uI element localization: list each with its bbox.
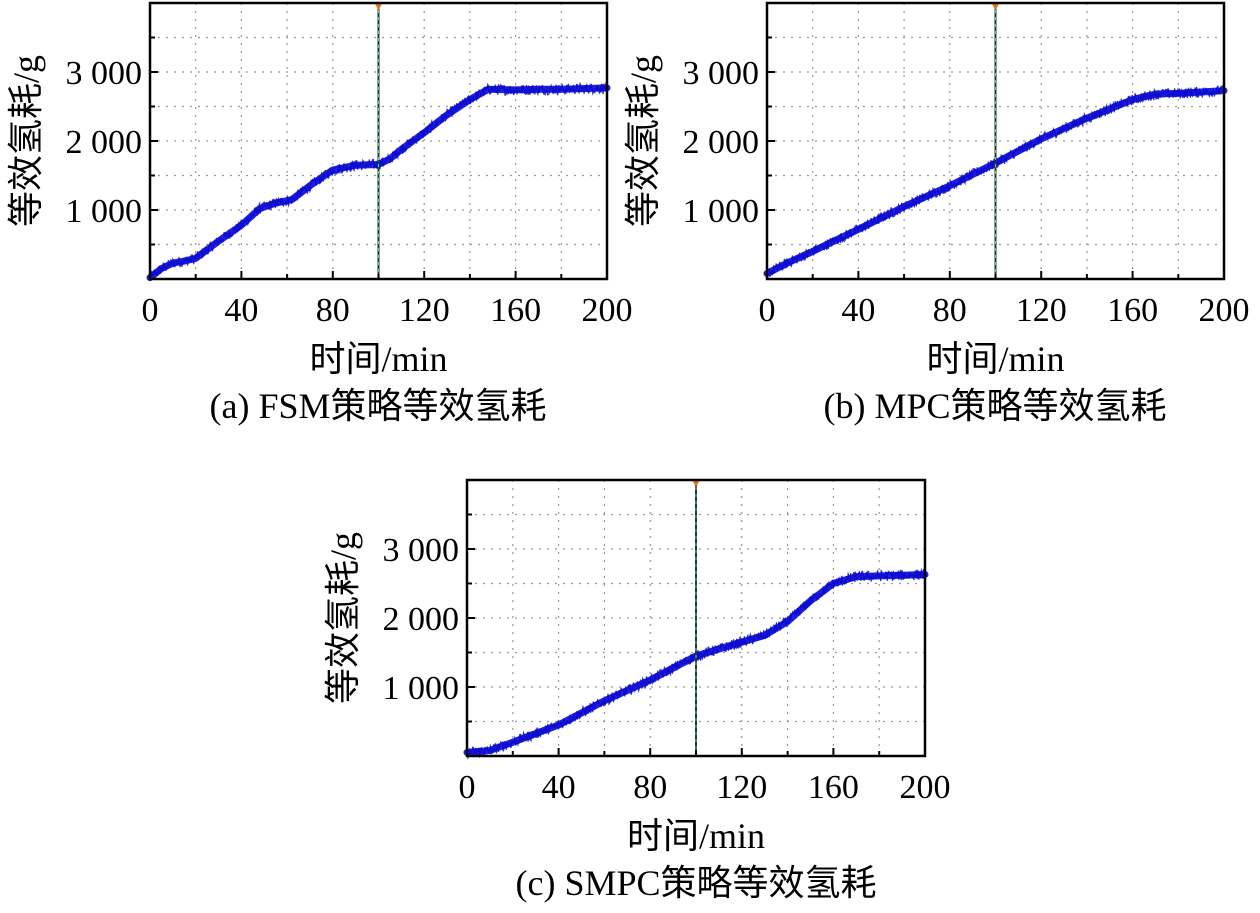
x-tick-label: 200 (1199, 292, 1250, 329)
x-tick-label: 200 (900, 769, 951, 806)
y-tick-label: 1 000 (383, 670, 460, 707)
y-tick-label: 1 000 (683, 193, 760, 230)
y-axis-label: 等效氢耗/g (623, 55, 663, 227)
y-axis-label: 等效氢耗/g (323, 532, 363, 704)
x-tick-label: 40 (224, 292, 258, 329)
chart-panel-2: 0 40 80 120 160 200 1 000 2 000 3 000 时间/min 等效氢耗/… (623, 1, 1250, 426)
cursor-marker (692, 480, 700, 487)
cursor-marker (374, 3, 383, 10)
x-tick-label: 160 (1107, 292, 1158, 329)
y-tick-label: 3 000 (683, 55, 760, 92)
x-tick-label: 120 (1016, 292, 1067, 329)
y-tick-label: 2 000 (683, 124, 760, 161)
x-tick-label: 80 (933, 292, 967, 329)
x-tick-label: 0 (142, 292, 159, 329)
chart-caption: (a) FSM策略等效氢耗 (209, 386, 546, 426)
y-tick-label: 2 000 (383, 601, 460, 638)
x-tick-label: 200 (582, 292, 633, 329)
x-axis-label: 时间/min (926, 339, 1064, 379)
y-axis-label: 等效氢耗/g (6, 55, 46, 227)
y-tick-label: 3 000 (66, 55, 143, 92)
x-tick-label: 40 (542, 769, 576, 806)
x-tick-label: 80 (316, 292, 350, 329)
x-axis-label: 时间/min (627, 816, 765, 856)
x-tick-label: 160 (490, 292, 541, 329)
x-tick-label: 0 (759, 292, 776, 329)
cursor-marker (991, 3, 1000, 10)
y-tick-label: 2 000 (66, 124, 143, 161)
y-tick-label: 1 000 (66, 193, 143, 230)
chart-panel-1: 0 40 80 120 160 200 1 000 2 000 3 000 时间/min 等效氢耗/… (6, 1, 633, 426)
x-tick-label: 120 (399, 292, 450, 329)
chart-caption: (c) SMPC策略等效氢耗 (515, 863, 876, 903)
x-tick-label: 120 (716, 769, 767, 806)
x-tick-label: 40 (841, 292, 875, 329)
x-tick-label: 0 (459, 769, 476, 806)
x-axis-label: 时间/min (309, 339, 447, 379)
x-tick-label: 160 (808, 769, 859, 806)
y-tick-label: 3 000 (383, 532, 460, 569)
chart-panel-3: 0 40 80 120 160 200 1 000 2 000 3 000 时间/min 等效氢耗/… (323, 478, 951, 903)
chart-caption: (b) MPC策略等效氢耗 (823, 386, 1166, 426)
x-tick-label: 80 (633, 769, 667, 806)
